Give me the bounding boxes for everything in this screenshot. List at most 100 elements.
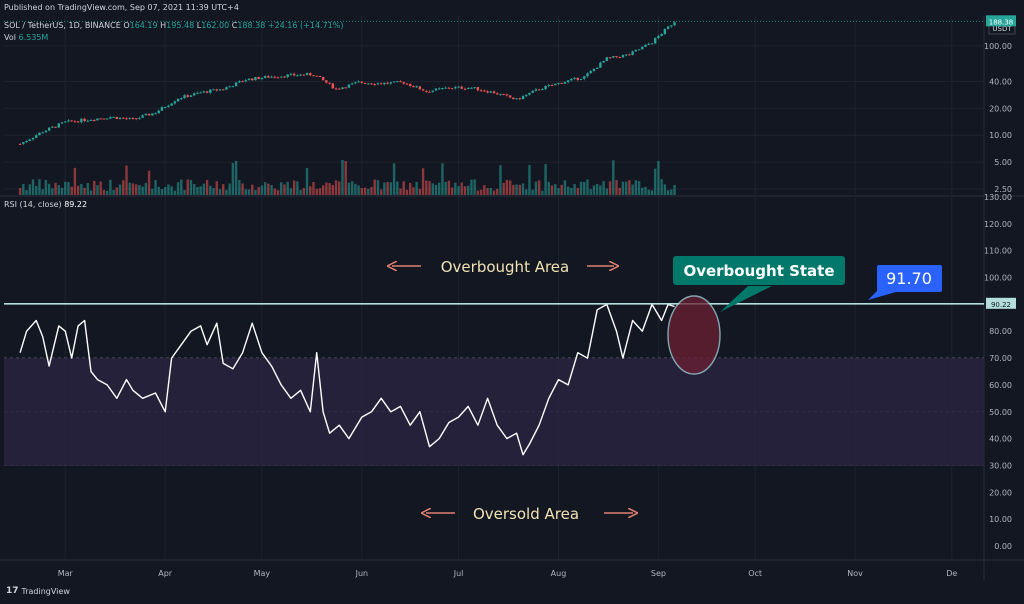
volume-bar [318, 188, 322, 195]
rsi-tick-label: 80.00 [989, 327, 1012, 336]
rsi-tick-label: 60.00 [989, 381, 1012, 390]
volume-bar [35, 185, 38, 195]
candle-body [299, 74, 302, 76]
tradingview-logo[interactable]: 17 TradingView [6, 586, 70, 596]
volume-bar [663, 184, 667, 195]
volume-bar [367, 188, 370, 195]
volume-bar [502, 182, 505, 195]
volume-bar [653, 168, 657, 195]
candle-body [276, 77, 280, 79]
candle-body [473, 87, 476, 89]
candle-body [363, 82, 367, 84]
volume-bar [109, 179, 112, 195]
candle-body [479, 90, 483, 92]
candle-body [621, 55, 625, 58]
volume-bar [18, 188, 22, 195]
volume-bar [537, 180, 541, 195]
volume-bar [321, 185, 325, 195]
volume-bar [47, 183, 51, 195]
low-value: 162.00 [201, 21, 230, 30]
volume-bar [660, 179, 663, 195]
volume-bar [247, 189, 251, 195]
volume-bar [299, 189, 302, 195]
candle-body [454, 87, 457, 89]
volume-bar [460, 182, 463, 195]
candle-body [228, 86, 231, 88]
volume-bar [115, 187, 119, 195]
candle-body [483, 90, 486, 92]
candle-body [257, 77, 260, 80]
volume-bar [196, 186, 199, 195]
candle-body [450, 88, 454, 90]
volume-bar [525, 189, 528, 195]
candle-body [637, 49, 641, 51]
volume-bar [515, 184, 518, 195]
candle-body [215, 89, 218, 91]
volume-bar [244, 189, 247, 195]
candle-body [505, 94, 509, 96]
candle-body [405, 83, 409, 85]
candle-body [618, 57, 621, 59]
candle-body [251, 78, 254, 81]
volume-bar [583, 182, 586, 195]
volume-bar [489, 188, 492, 195]
volume-bar [592, 185, 596, 195]
candle-body [496, 93, 499, 95]
candle-body [263, 76, 267, 78]
volume-bar [602, 181, 605, 195]
volume-bar [99, 181, 102, 195]
candle-body [280, 76, 283, 78]
candle-body [96, 118, 99, 121]
candle-body [502, 93, 505, 95]
volume-bar [347, 182, 351, 195]
volume-label: Vol [4, 33, 16, 42]
volume-bar [360, 187, 364, 195]
candle-body [373, 84, 376, 86]
candle-body [163, 107, 167, 109]
volume-bar [573, 184, 576, 195]
volume-bar [270, 185, 273, 195]
volume-line: Vol 6.535M [4, 33, 48, 42]
candle-body [173, 101, 177, 104]
price-tick-label: 100.00 [984, 42, 1012, 51]
volume-bar [154, 180, 157, 195]
month-label: Sep [651, 569, 666, 578]
candle-body [31, 137, 35, 140]
candle-body [576, 77, 580, 80]
volume-bar [431, 183, 434, 195]
candle-body [141, 115, 144, 118]
candle-body [428, 91, 431, 93]
candle-body [157, 110, 160, 114]
volume-bar [338, 181, 341, 195]
volume-bar [670, 189, 673, 195]
oversold-area-label: Oversold Area [473, 505, 579, 523]
volume-bar [215, 181, 218, 195]
volume-bar [189, 179, 193, 195]
price-tick-label: 20.00 [989, 104, 1012, 113]
candle-body [357, 81, 360, 83]
candle-body [196, 92, 199, 94]
candle-body [437, 88, 441, 90]
candle-body [305, 73, 309, 76]
candle-body [89, 119, 93, 121]
candle-body [554, 83, 557, 86]
volume-bars [18, 159, 676, 195]
volume-bar [202, 183, 206, 195]
candle-body [367, 83, 370, 85]
candle-body [325, 80, 328, 83]
last-price-badge [986, 15, 1016, 27]
volume-bar [450, 187, 454, 195]
volume-bar [518, 184, 521, 195]
candle-body [634, 50, 638, 52]
close-label: C [231, 21, 238, 30]
candle-body [76, 121, 80, 123]
candle-body [292, 73, 296, 76]
volume-bar [534, 181, 538, 195]
volume-bar [405, 189, 409, 195]
volume-bar [257, 187, 260, 195]
volume-bar [305, 168, 309, 195]
volume-bar [112, 190, 115, 195]
candle-body [415, 86, 418, 88]
candle-body [109, 117, 112, 119]
